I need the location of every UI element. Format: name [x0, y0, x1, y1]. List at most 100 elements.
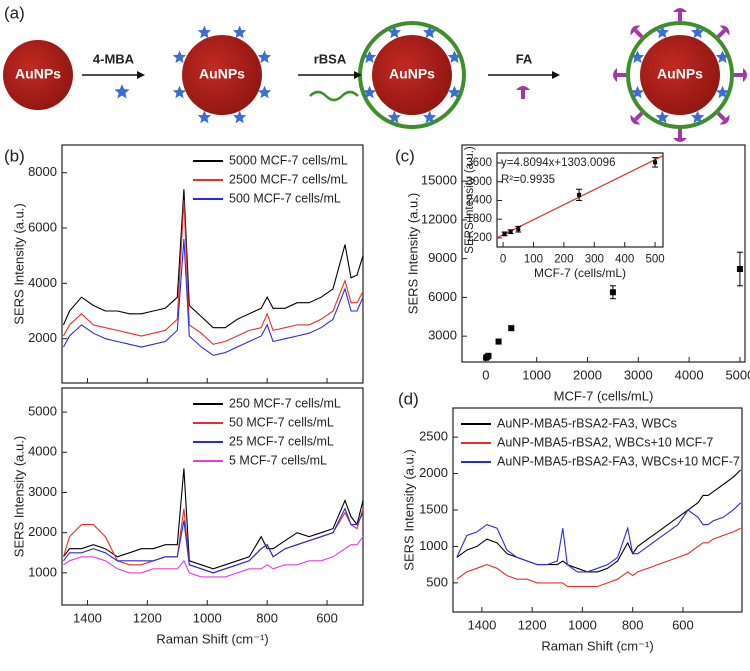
legend-label: 5000 MCF-7 cells/mL [229, 153, 348, 167]
x-tick-label: 600 [672, 617, 694, 632]
panel-label: (d) [398, 389, 419, 408]
x-tick-label: 4000 [675, 367, 704, 382]
y-tick-label: 8000 [28, 164, 57, 179]
legend-label: 50 MCF-7 cells/mL [229, 415, 334, 429]
data-point [485, 352, 492, 359]
x-tick-label: 5000 [725, 367, 750, 382]
receptor-stem [678, 12, 682, 21]
star-icon [447, 85, 462, 99]
legend-label: 500 MCF-7 cells/mL [229, 191, 341, 205]
y-tick-label: 15000 [421, 173, 457, 188]
star-icon [197, 25, 212, 39]
receptor-cap [719, 114, 730, 125]
step-label: 4-MBA [93, 51, 135, 66]
spectrum-line [63, 239, 364, 356]
y-tick-label: 3600 [466, 157, 492, 169]
spectrum-line [456, 502, 742, 573]
data-point [495, 338, 502, 345]
data-point [508, 325, 515, 332]
folate-receptor [716, 111, 730, 125]
data-point [653, 160, 658, 165]
receptor-cap [630, 114, 641, 125]
star-icon [197, 110, 212, 124]
x-tick-label: 1200 [518, 617, 547, 632]
y-tick-label: 4000 [28, 444, 57, 459]
star-icon [387, 25, 402, 39]
data-point [502, 231, 507, 236]
x-tick-label: 200 [554, 254, 573, 266]
spectrum-line [63, 507, 364, 574]
r-squared: R²=0.9935 [501, 174, 555, 186]
star-icon [655, 110, 670, 124]
fit-equation: y=4.8094x+1303.0096 [501, 157, 615, 169]
y-axis-label: SERS Intensity (a.u.) [11, 436, 26, 557]
panel-label: (c) [395, 146, 415, 165]
receptor-stem [634, 29, 644, 39]
y-tick-label: 1000 [28, 564, 57, 579]
y-tick-label: 3000 [28, 484, 57, 499]
y-tick-label: 2000 [419, 465, 448, 480]
star-icon [715, 50, 730, 64]
y-tick-label: 9000 [428, 250, 457, 265]
y-tick-label: 3000 [466, 176, 492, 188]
x-tick-label: 0 [482, 367, 489, 382]
star-icon [422, 25, 437, 39]
folate-receptor [630, 111, 644, 125]
legend-label: 2500 MCF-7 cells/mL [229, 172, 348, 186]
star-icon [630, 85, 645, 99]
x-tick-label: 1000 [193, 610, 222, 625]
particle-label: AuNPs [199, 66, 245, 82]
legend-label: AuNP-MBA5-rBSA2-FA3, WBCs+10 MCF-7 [497, 454, 740, 468]
plot-frame [61, 387, 364, 606]
spectrum-line [63, 536, 364, 578]
arrow-head [354, 71, 362, 79]
receptor-stem [617, 73, 626, 77]
spectrum-line [63, 468, 364, 570]
receptor-cap [719, 25, 730, 36]
receptor-stem [521, 90, 525, 99]
y-tick-label: 1800 [466, 213, 492, 225]
y-axis-label: SERS Intensity (a.u.) [405, 193, 420, 314]
star-icon [172, 50, 187, 64]
star-icon [257, 50, 272, 64]
inset-y-label: SERS Intensity (a.u.) [464, 146, 476, 254]
x-tick-label: 2000 [573, 367, 602, 382]
x-tick-label: 400 [615, 254, 634, 266]
y-tick-label: 1200 [466, 232, 492, 244]
y-axis-label: SERS Intensity (a.u.) [11, 203, 26, 324]
folate-receptor [630, 25, 644, 39]
gold-nanoparticle [182, 35, 262, 115]
bsa-squiggle [309, 90, 359, 102]
plot-frame [461, 144, 746, 363]
legend-label: AuNP-MBA5-rBSA2-FA3, WBCs [497, 416, 677, 430]
receptor-cap [630, 25, 641, 36]
spectrum-line [456, 527, 741, 588]
folate-receptor [734, 68, 747, 82]
star-icon [257, 85, 272, 99]
y-tick-label: 6000 [28, 219, 57, 234]
star-icon [690, 110, 705, 124]
receptor-cap [516, 86, 530, 90]
step-label: rBSA [314, 51, 347, 66]
data-point [508, 229, 513, 234]
x-tick-label: 100 [524, 254, 543, 266]
receptor-stem [716, 29, 726, 39]
receptor-cap [673, 8, 687, 12]
folate-receptor [673, 129, 687, 142]
star-icon [447, 50, 462, 64]
spectrum-line [63, 200, 364, 345]
data-point [577, 192, 582, 197]
y-tick-label: 6000 [428, 289, 457, 304]
y-tick-label: 12000 [421, 211, 457, 226]
x-tick-label: 600 [316, 610, 338, 625]
star-icon [422, 110, 437, 124]
y-tick-label: 500 [426, 574, 448, 589]
x-tick-label: 800 [256, 610, 278, 625]
star-icon [114, 84, 130, 99]
gold-nanoparticle [372, 35, 452, 115]
star-icon [232, 25, 247, 39]
star-icon [362, 50, 377, 64]
folate-receptor [613, 68, 626, 82]
